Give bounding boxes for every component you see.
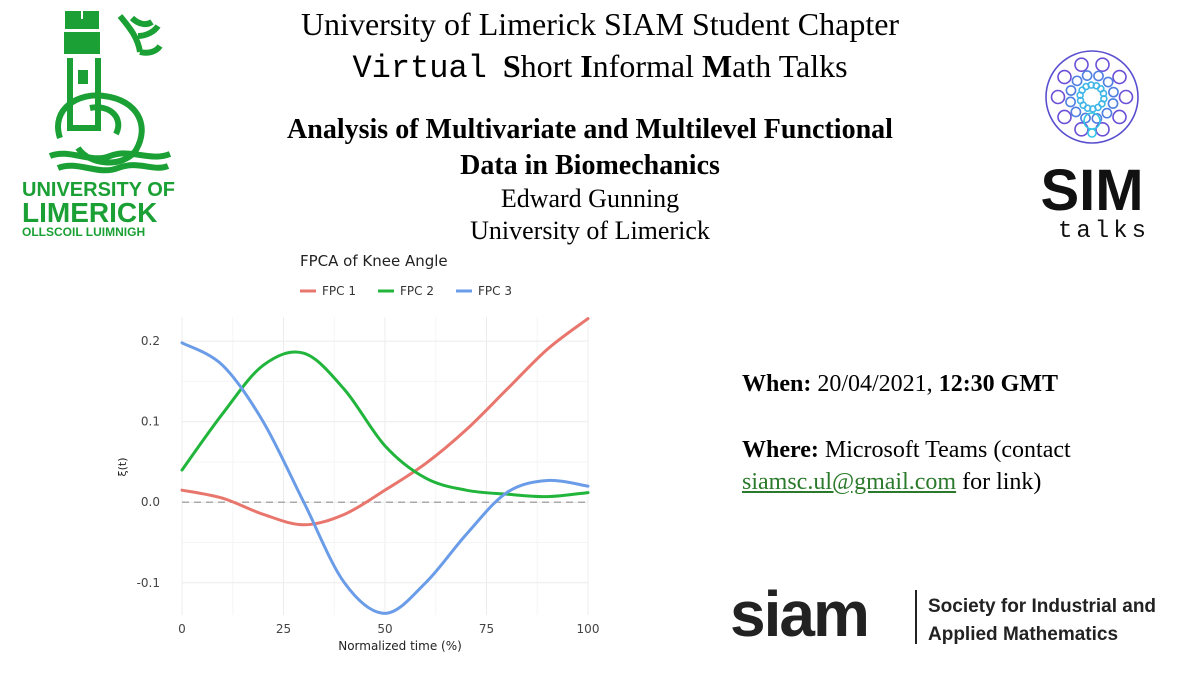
inner-circle: [1118, 89, 1134, 105]
inner-circle: [1074, 57, 1089, 72]
contact-email-link[interactable]: siamsc.ul@gmail.com: [742, 469, 957, 495]
chapter-title: University of Limerick SIAM Student Chap…: [300, 6, 900, 42]
x-tick-label: 0: [178, 622, 186, 636]
talk-title-line1: Analysis of Multivariate and Multilevel …: [287, 114, 893, 145]
inner-circle: [1100, 95, 1108, 103]
inner-circle: [1050, 89, 1066, 105]
speaker-affiliation: University of Limerick: [470, 216, 710, 245]
sim-logo-main: SIM: [1040, 158, 1143, 223]
fpca-chart: FPCA of Knee Angle FPC 1 FPC 2 FPC 3 0 25 50…: [116, 252, 600, 653]
series-word-math-talks: ath Talks: [732, 48, 848, 84]
university-of-limerick-logo: UNIVERSITY OF LIMERICK OLLSCOIL LUIMNIGH: [22, 11, 175, 238]
series-word-informal: nformal: [592, 48, 702, 84]
siam-name-line1: Society for Industrial and: [928, 596, 1156, 617]
bottom-circle: [1083, 112, 1101, 130]
inner-circle: [1065, 85, 1077, 96]
chart-series: [180, 317, 590, 615]
series-initial-m: M: [701, 48, 733, 84]
speaker-block: Edward Gunning University of Limerick: [390, 183, 790, 247]
ul-logo-line2: LIMERICK: [22, 197, 157, 228]
when-label: When:: [742, 371, 812, 397]
inner-circle: [1057, 109, 1072, 125]
x-tick-label: 25: [276, 622, 291, 636]
inner-circle: [1112, 69, 1127, 85]
inner-circle: [1093, 70, 1104, 82]
series-line-fpc-3: [180, 341, 590, 615]
when-time: 12:30 GMT: [938, 371, 1059, 397]
inner-circle: [1065, 96, 1076, 108]
talk-title: Analysis of Multivariate and Multilevel …: [180, 112, 1000, 184]
inner-circle: [1112, 109, 1127, 125]
inner-circle: [1095, 57, 1110, 72]
ul-logo-line1: UNIVERSITY OF: [22, 179, 175, 201]
chart-legend: FPC 1 FPC 2 FPC 3: [300, 284, 512, 298]
series-title-prefix: Virtual: [352, 50, 487, 87]
inner-circle: [1095, 122, 1110, 137]
series-line-fpc-2: [180, 350, 590, 499]
ul-logo-line3: OLLSCOIL LUIMNIGH: [22, 225, 145, 238]
chart-title: FPCA of Knee Angle: [300, 252, 448, 270]
legend-label: FPC 1: [322, 284, 356, 298]
series-initial-i: I: [580, 48, 593, 84]
x-tick-label: 50: [377, 622, 392, 636]
x-tick-label: 100: [577, 622, 600, 636]
series-initial-s: S: [502, 48, 521, 84]
inner-circle: [1074, 122, 1089, 137]
inner-circle: [1057, 69, 1072, 85]
where-label: Where:: [742, 437, 819, 463]
y-tick-label: 0.0: [141, 495, 160, 509]
inner-circle: [1071, 75, 1083, 87]
inner-circle: [1070, 106, 1082, 118]
castle-deer-emblem: [48, 11, 172, 174]
bottom-small-circle: [1087, 128, 1097, 138]
siam-name-line2: Applied Mathematics: [928, 624, 1118, 645]
inner-circle: [1081, 70, 1093, 81]
x-axis-label: Normalized time (%): [338, 639, 462, 653]
inner-circle: [1102, 76, 1114, 88]
apollonian-circles-icon: [1045, 50, 1139, 144]
where-suffix: for link): [962, 469, 1042, 495]
outer-circle: [1045, 50, 1139, 144]
when-block: When: 20/04/2021, 12:30 GMT: [742, 368, 1182, 400]
where-block: Where: Microsoft Teams (contact siamsc.u…: [742, 434, 1182, 498]
siam-logo: siam Society for Industrial and Applied …: [730, 582, 1156, 650]
chart-grid: [181, 317, 589, 615]
inner-circle: [1108, 86, 1119, 98]
sim-talks-logo: SIM talks: [1040, 50, 1150, 245]
series-word-short: hort: [520, 48, 581, 84]
inner-circle: [1101, 107, 1113, 119]
where-text: Microsoft Teams (contact: [824, 437, 1071, 463]
legend-label: FPC 3: [478, 284, 512, 298]
y-tick-label: 0.2: [141, 334, 160, 348]
y-axis-label: ξ(t): [116, 457, 129, 476]
talk-title-line2: Data in Biomechanics: [460, 150, 720, 181]
series-title: Virtual Short Informal Math Talks: [180, 48, 1020, 87]
when-date: 20/04/2021,: [817, 371, 933, 397]
legend-label: FPC 2: [400, 284, 434, 298]
series-line-fpc-1: [180, 317, 590, 527]
chart-axes: 0 25 50 75 100 0.2 0.1 0.0 -0.1: [137, 334, 600, 636]
speaker-name: Edward Gunning: [500, 184, 680, 213]
siam-wordmark: siam: [730, 582, 868, 650]
y-tick-label: -0.1: [137, 576, 160, 590]
y-tick-label: 0.1: [141, 415, 160, 429]
sim-logo-sub: talks: [1058, 218, 1150, 245]
inner-circle: [1107, 98, 1119, 109]
inner-circle: [1080, 112, 1091, 124]
x-tick-label: 75: [479, 622, 494, 636]
